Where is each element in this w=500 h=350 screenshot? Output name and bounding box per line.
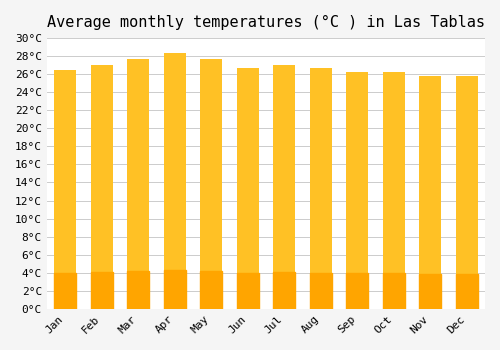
Bar — [310, 68, 332, 309]
Bar — [200, 59, 222, 309]
Bar — [346, 273, 368, 309]
Bar — [456, 274, 477, 309]
Bar — [127, 59, 149, 309]
Bar — [346, 71, 368, 309]
Bar — [236, 273, 258, 309]
Bar — [273, 272, 295, 309]
Bar — [127, 271, 149, 309]
Bar — [310, 273, 332, 309]
Bar — [90, 272, 112, 309]
Bar — [54, 273, 76, 309]
Bar — [236, 68, 258, 309]
Bar — [456, 76, 477, 309]
Bar — [383, 71, 404, 309]
Bar — [90, 65, 112, 309]
Bar — [383, 273, 404, 309]
Bar — [420, 274, 441, 309]
Bar — [164, 271, 186, 309]
Bar — [420, 76, 441, 309]
Bar — [164, 54, 186, 309]
Bar — [273, 65, 295, 309]
Title: Average monthly temperatures (°C ) in Las Tablas: Average monthly temperatures (°C ) in La… — [47, 15, 485, 30]
Bar — [54, 70, 76, 309]
Bar — [200, 271, 222, 309]
